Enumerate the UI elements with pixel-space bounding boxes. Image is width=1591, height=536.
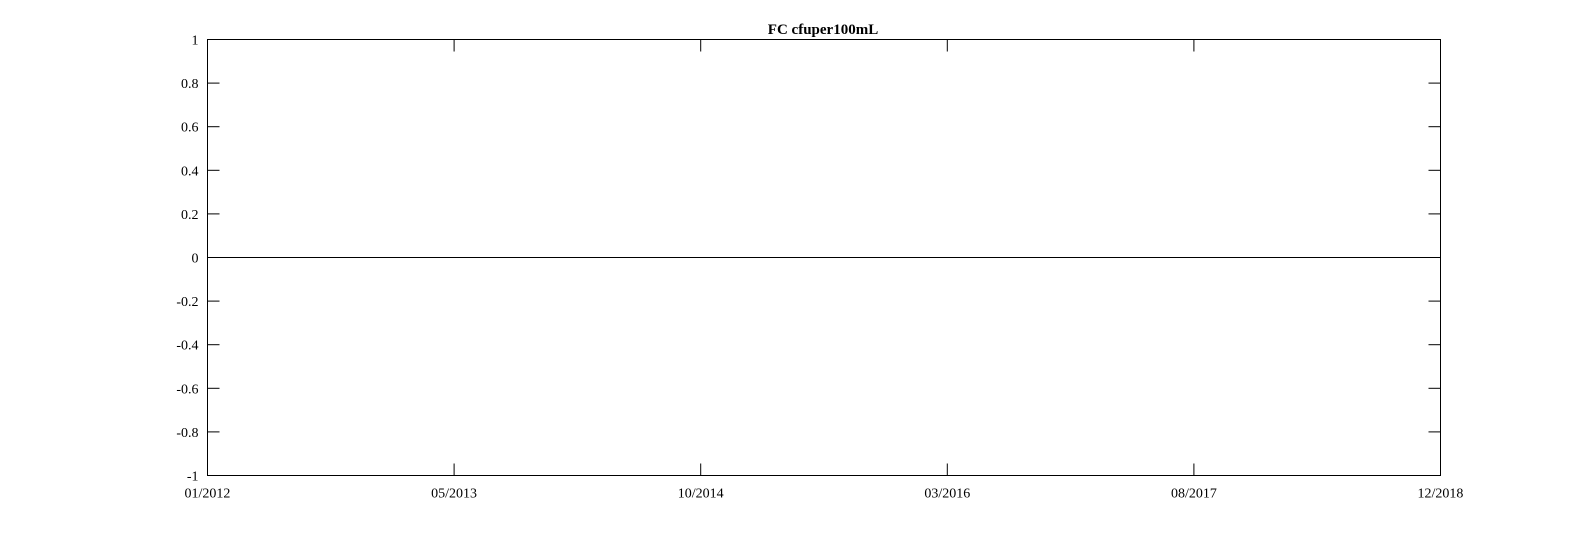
y-tick-label: 1 — [192, 34, 199, 49]
y-tick-label: -1 — [187, 470, 199, 485]
x-tick-label: 03/2016 — [924, 487, 970, 502]
y-tick-label: -0.4 — [176, 339, 198, 354]
y-tick-label: 0 — [192, 252, 199, 267]
y-tick-label: 0.6 — [181, 121, 199, 136]
x-tick-label: 12/2018 — [1418, 487, 1464, 502]
x-axis: 01/2012 05/2013 10/2014 03/2016 08/2017 12/20… — [185, 39, 1464, 502]
y-tick-label: 0.8 — [181, 77, 199, 92]
chart-title: FC cfuper100mL — [768, 22, 878, 38]
y-axis: 1 0.8 0.6 0.4 0.2 0 -0.2 -0.4 -0.6 -0.8 -1 — [176, 34, 1441, 485]
y-tick-label: -0.6 — [176, 382, 198, 397]
x-tick-label: 08/2017 — [1171, 487, 1217, 502]
y-tick-label: 0.4 — [181, 164, 199, 179]
y-tick-label: 0.2 — [181, 208, 199, 223]
x-tick-label: 10/2014 — [678, 487, 724, 502]
y-tick-label: -0.8 — [176, 426, 198, 441]
y-tick-label: -0.2 — [176, 295, 198, 310]
x-tick-label: 01/2012 — [185, 487, 231, 502]
x-tick-label: 05/2013 — [431, 487, 477, 502]
